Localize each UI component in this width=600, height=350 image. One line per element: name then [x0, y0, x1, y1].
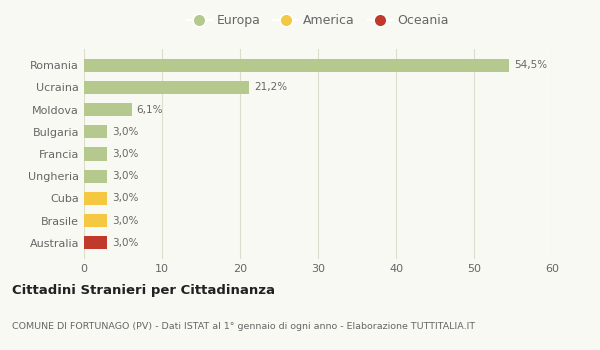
Bar [84, 169, 107, 183]
Bar [84, 214, 107, 227]
Text: 3,0%: 3,0% [112, 194, 139, 203]
Bar [84, 81, 250, 94]
Text: 3,0%: 3,0% [112, 149, 139, 159]
Text: 3,0%: 3,0% [112, 127, 139, 137]
Text: 6,1%: 6,1% [136, 105, 163, 114]
Bar [84, 58, 509, 72]
Legend: Europa, America, Oceania: Europa, America, Oceania [182, 9, 454, 32]
Text: 54,5%: 54,5% [514, 60, 547, 70]
Bar [84, 125, 107, 139]
Bar [84, 192, 107, 205]
Bar [84, 147, 107, 161]
Text: COMUNE DI FORTUNAGO (PV) - Dati ISTAT al 1° gennaio di ogni anno - Elaborazione : COMUNE DI FORTUNAGO (PV) - Dati ISTAT al… [12, 322, 475, 331]
Bar [84, 103, 131, 116]
Text: 3,0%: 3,0% [112, 238, 139, 248]
Text: 3,0%: 3,0% [112, 171, 139, 181]
Bar [84, 236, 107, 250]
Text: 3,0%: 3,0% [112, 216, 139, 226]
Text: Cittadini Stranieri per Cittadinanza: Cittadini Stranieri per Cittadinanza [12, 284, 275, 297]
Text: 21,2%: 21,2% [254, 82, 287, 92]
